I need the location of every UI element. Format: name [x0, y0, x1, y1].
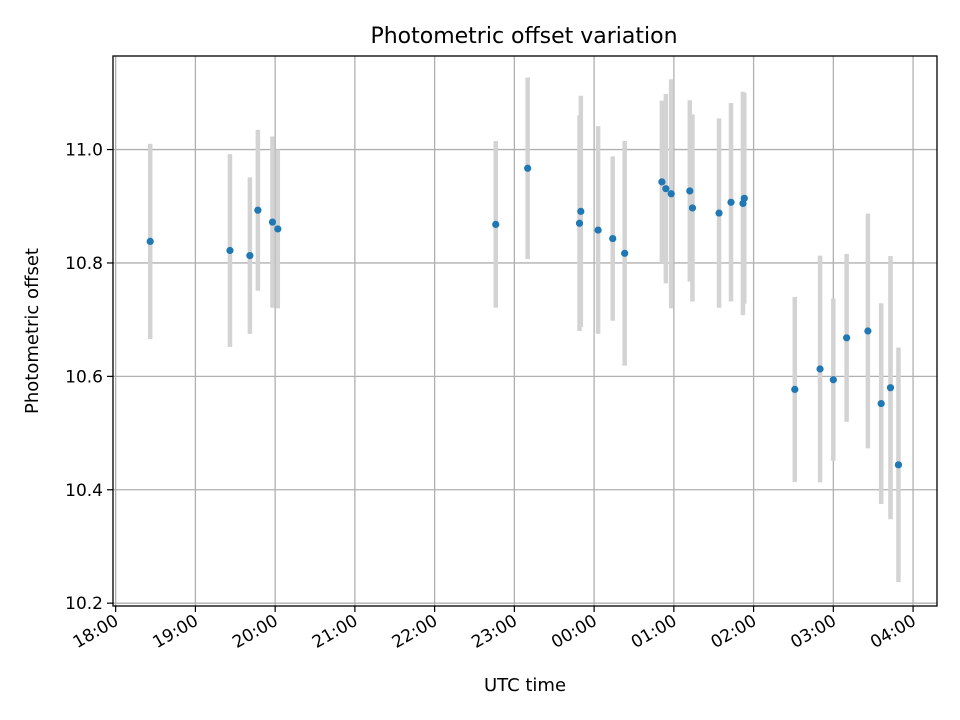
data-point: [886, 384, 895, 392]
plot-area: [112, 55, 938, 607]
x-tick-label: 02:00: [708, 611, 760, 653]
y-axis: 10.2 10.4 10.6 10.8 11.0: [65, 141, 113, 614]
data-point: [715, 209, 723, 217]
y-tick-label: 11.0: [65, 141, 103, 161]
plot-frame: [112, 55, 938, 607]
chart-title: Photometric offset variation: [370, 24, 677, 49]
data-point: [621, 249, 629, 257]
data-point: [864, 327, 872, 335]
data-point: [658, 178, 666, 186]
data-point: [727, 198, 735, 206]
x-tick-label: 20:00: [229, 611, 281, 653]
y-tick-label: 10.4: [65, 481, 103, 501]
y-axis-label: Photometric offset: [22, 248, 43, 414]
x-tick-label: 03:00: [787, 611, 839, 653]
data-point: [740, 194, 748, 202]
y-tick-label: 10.6: [65, 367, 103, 387]
x-tick-label: 22:00: [389, 611, 441, 653]
data-point: [843, 334, 851, 342]
data-point: [524, 164, 532, 172]
data-point: [146, 237, 154, 246]
data-point: [246, 251, 254, 260]
point-layer: [146, 164, 903, 469]
data-point: [667, 190, 675, 198]
data-point: [609, 234, 617, 243]
y-tick-label: 10.8: [65, 254, 103, 274]
data-point: [268, 218, 277, 226]
data-point: [274, 225, 282, 233]
x-axis-label: UTC time: [484, 675, 566, 696]
x-axis: 18:00 19:00 20:00 21:00 22:00 23:00 00:00 01:00…: [70, 606, 920, 653]
data-point: [492, 220, 500, 229]
data-point: [577, 207, 585, 215]
x-tick-label: 21:00: [309, 611, 361, 653]
data-point: [816, 365, 824, 373]
y-tick-label: 10.2: [65, 594, 103, 614]
x-tick-label: 23:00: [468, 611, 520, 653]
x-tick-label: 01:00: [628, 611, 680, 653]
x-tick-label: 19:00: [149, 611, 201, 653]
data-point: [791, 385, 799, 394]
data-point: [829, 376, 837, 384]
x-tick-label: 18:00: [70, 611, 122, 653]
grid-layer: [113, 56, 937, 606]
data-point: [662, 185, 670, 193]
data-point: [254, 206, 262, 214]
errorbar-layer: [147, 77, 901, 583]
data-point: [575, 219, 584, 227]
data-point: [877, 399, 885, 408]
data-point: [686, 187, 694, 195]
x-tick-label: 00:00: [548, 611, 600, 653]
data-point: [894, 461, 903, 469]
data-point: [688, 204, 697, 212]
x-tick-label: 04:00: [867, 611, 919, 653]
data-point: [226, 246, 234, 255]
data-point: [594, 226, 602, 234]
